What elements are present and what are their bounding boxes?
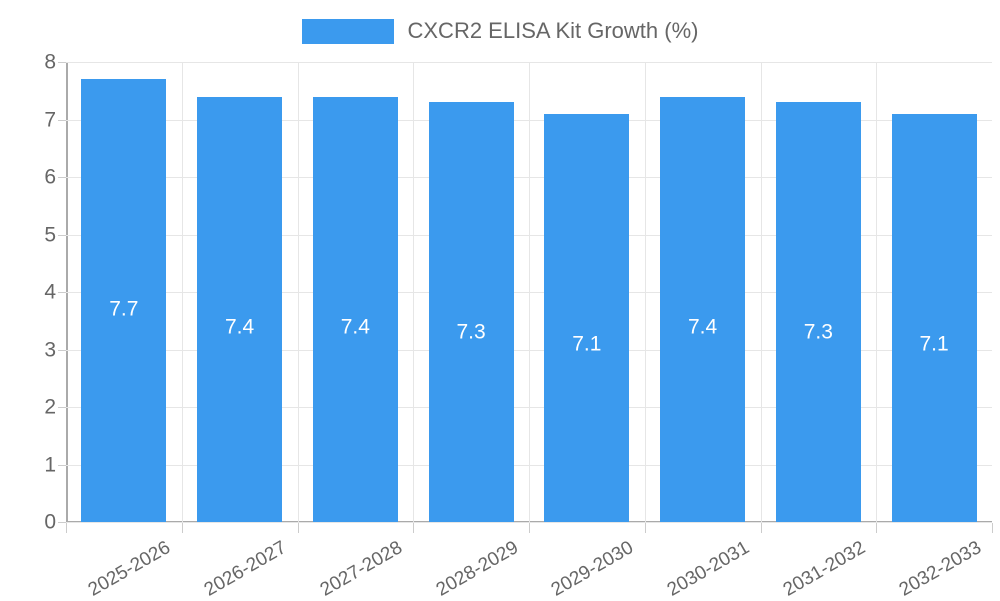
gridline-horizontal [66,522,992,523]
plot-area: 7.7 7.4 7.4 7.3 7.1 7.4 7.3 7.1 [66,62,992,523]
y-axis-tick-mark [58,119,66,121]
y-axis-tick-label: 6 [44,165,56,189]
bar-value-label: 7.3 [456,320,486,344]
gridline-vertical [181,62,183,522]
y-axis-tick-label: 1 [44,453,56,476]
y-axis-tick-mark [58,522,66,523]
bar[interactable]: 7.3 [428,102,514,522]
bar[interactable]: 7.4 [312,96,398,522]
gridline-vertical [297,62,299,522]
y-axis-tick-label: 5 [44,223,56,246]
bar-value-label: 7.4 [225,315,255,338]
x-axis-tick-label: 2028-2029 [432,537,522,601]
bar[interactable]: 7.4 [197,96,283,522]
gridline-vertical [529,62,530,522]
y-axis-tick-label: 0 [44,510,56,534]
x-axis-tick-mark [876,523,878,533]
bar-value-label: 7.4 [688,315,718,338]
x-axis-tick-label: 2032-2033 [895,537,985,601]
bar-value-label: 7.3 [803,320,833,344]
y-axis-tick-mark [58,62,66,63]
bar[interactable]: 7.7 [81,79,167,522]
gridline-vertical [644,62,646,522]
legend-swatch-icon [301,18,394,44]
y-axis-tick-label: 8 [44,50,56,74]
y-axis-tick-mark [58,349,66,351]
y-axis-tick-mark [58,292,66,293]
chart-legend: CXCR2 ELISA Kit Growth (%) [0,14,1000,48]
x-axis-tick-label: 2029-2030 [548,537,638,601]
x-axis-tick-mark [181,523,183,533]
x-axis-tick-label: 2025-2026 [85,537,175,601]
legend-item-cxcr2-elisa-kit-growth[interactable]: CXCR2 ELISA Kit Growth (%) [301,18,699,44]
bar-value-label: 7.7 [109,297,139,321]
gridline-vertical [876,62,878,522]
bar-value-label: 7.1 [919,332,949,356]
bar[interactable]: 7.3 [775,102,861,522]
legend-label: CXCR2 ELISA Kit Growth (%) [407,18,699,43]
y-axis-tick-mark [58,234,66,236]
x-axis-tick-mark [760,523,762,533]
x-axis-tick-mark [66,523,67,533]
x-axis-tick-label: 2030-2031 [663,537,754,601]
y-axis-tick-label: 7 [44,108,56,131]
bar-value-label: 7.1 [572,332,602,356]
y-axis-tick-mark [58,407,66,408]
bar[interactable]: 7.4 [660,96,746,522]
x-axis-tick-label: 2027-2028 [316,537,406,601]
gridline-vertical [413,62,415,522]
gridline-vertical [760,62,762,522]
bar[interactable]: 7.1 [544,113,630,522]
x-axis-tick-mark [529,523,530,533]
y-axis-tick-mark [58,464,66,466]
x-axis-tick-mark [297,523,299,533]
x-axis-tick-mark [992,523,993,533]
bar[interactable]: 7.1 [891,113,977,522]
x-axis-tick-label: 2031-2032 [779,537,869,601]
bar-value-label: 7.4 [340,315,370,338]
y-axis-tick-labels: 0 1 2 3 4 5 6 7 8 [0,52,66,533]
y-axis-tick-label: 4 [44,280,56,304]
x-axis-tick-mark [644,523,646,533]
x-axis-tick-label: 2026-2027 [200,537,291,601]
y-axis-tick-label: 2 [44,395,56,419]
y-axis-tick-label: 3 [44,338,56,361]
y-axis-tick-mark [58,177,66,178]
x-axis-tick-mark [413,523,415,533]
